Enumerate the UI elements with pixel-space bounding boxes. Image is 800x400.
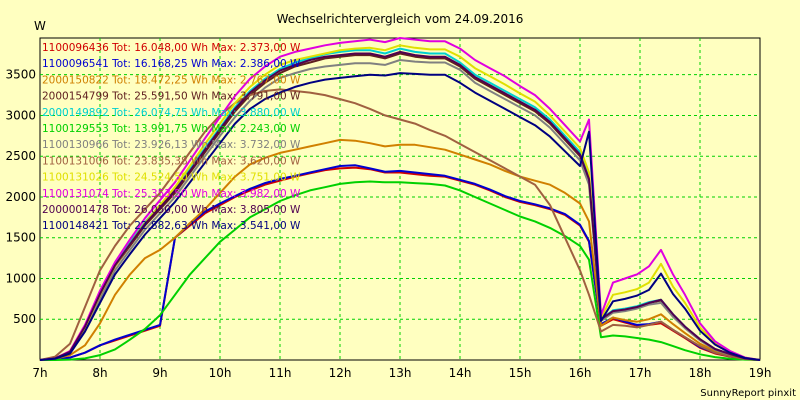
- legend-entry-2000001478: 2000001478 Tot: 26.050,00 Wh Max: 3.805,…: [42, 204, 301, 216]
- x-tick-label: 18h: [689, 366, 712, 380]
- x-tick-label: 14h: [449, 366, 472, 380]
- y-tick-label: 1500: [5, 231, 36, 245]
- legend-entry-1100131006: 1100131006 Tot: 23.835,38 Wh Max: 3.620,…: [42, 155, 301, 167]
- series-line-1100131006: [39, 88, 761, 361]
- grid-lines: [40, 38, 760, 360]
- legend-entry-1100096541: 1100096541 Tot: 16.168,25 Wh Max: 2.386,…: [42, 58, 301, 70]
- x-tick-label: 9h: [152, 366, 167, 380]
- x-tick-label: 17h: [629, 366, 652, 380]
- legend-entry-1100129553: 1100129553 Tot: 13.991,75 Wh Max: 2.243,…: [42, 123, 301, 135]
- legend-entry-2000149892: 2000149892 Tot: 26.074,75 Wh Max: 3.880,…: [42, 107, 301, 119]
- legend-entry-1100148421: 1100148421 Tot: 22.882,63 Wh Max: 3.541,…: [42, 220, 301, 232]
- series-line-1100096541: [39, 164, 761, 361]
- legend: 1100096436 Tot: 16.048,00 Wh Max: 2.373,…: [42, 42, 301, 232]
- y-tick-label: 1000: [5, 271, 36, 285]
- legend-entry-2000150822: 2000150822 Tot: 18.472,25 Wh Max: 2.767,…: [42, 74, 301, 86]
- series-line-1100130966: [39, 59, 761, 361]
- footer-credit: SunnyReport pinxit: [700, 388, 796, 399]
- y-axis-unit: W: [34, 19, 46, 33]
- legend-entry-1100131074: 1100131074 Tot: 25.353,50 Wh Max: 3.982,…: [42, 188, 301, 200]
- x-tick-label: 16h: [569, 366, 592, 380]
- series-line-2000001478: [39, 50, 761, 361]
- x-tick-label: 13h: [389, 366, 412, 380]
- x-tick-label: 8h: [92, 366, 107, 380]
- series-line-1100131074: [39, 37, 761, 361]
- series-line-1100129553: [40, 180, 761, 361]
- x-axis-ticks: 7h 8h 9h 10h 11h 12h 13h 14h 15h 16h 17h 18h 19h: [32, 366, 771, 380]
- legend-entry-1100130966: 1100130966 Tot: 23.926,13 Wh Max: 3.732,…: [42, 139, 301, 151]
- series-line-1100148421: [39, 72, 761, 361]
- series-line-1100131026: [39, 44, 761, 361]
- x-tick-label: 10h: [209, 366, 232, 380]
- y-tick-label: 2500: [5, 149, 36, 163]
- y-tick-label: 3500: [5, 68, 36, 82]
- legend-entry-1100096436: 1100096436 Tot: 16.048,00 Wh Max: 2.373,…: [42, 42, 301, 54]
- series-line-2000150822: [39, 138, 761, 361]
- y-tick-label: 500: [13, 312, 36, 326]
- chart-title: Wechselrichtervergleich vom 24.09.2016: [277, 12, 524, 26]
- x-tick-label: 11h: [269, 366, 292, 380]
- x-tick-label: 7h: [32, 366, 47, 380]
- y-axis-ticks: 500 1000 1500 2000 2500 3000 3500: [5, 68, 36, 327]
- x-tick-label: 15h: [509, 366, 532, 380]
- x-tick-label: 19h: [749, 366, 772, 380]
- x-tick-label: 12h: [329, 366, 352, 380]
- y-tick-label: 2000: [5, 190, 36, 204]
- series-lines: [39, 37, 761, 361]
- legend-entry-1100131026: 1100131026 Tot: 24.524,50 Wh Max: 3.751,…: [42, 172, 301, 184]
- legend-entry-2000154799: 2000154799 Tot: 25.591,50 Wh Max: 3.791,…: [42, 91, 301, 103]
- y-tick-label: 3000: [5, 108, 36, 122]
